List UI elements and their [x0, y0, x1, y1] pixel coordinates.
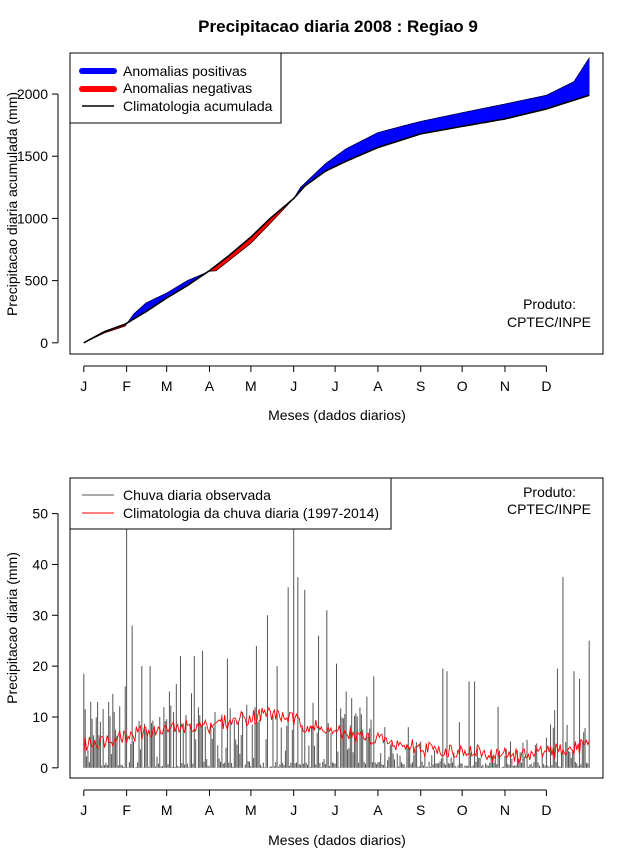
daily-bars: [83, 528, 590, 768]
daily-x-tick-label: A: [205, 802, 215, 818]
acc-y-tick-label: 2000: [17, 86, 48, 102]
daily-y-axis: 0 10 20 30 40 50: [32, 506, 59, 776]
acc-x-tick-label: M: [245, 378, 257, 394]
acc-product-org: CPTEC/INPE: [507, 314, 591, 330]
daily-x-tick-label: D: [541, 802, 551, 818]
acc-y-axis: 0 500 1000 1500 2000: [17, 86, 59, 351]
legend-observed-label: Chuva diaria observada: [123, 487, 271, 503]
acc-observed-outline: [83, 57, 590, 344]
daily-y-tick-label: 20: [32, 658, 48, 674]
acc-x-tick-label: F: [122, 378, 131, 394]
acc-x-axis-label: Meses (dados diarios): [268, 407, 406, 423]
daily-x-tick-label: O: [457, 802, 468, 818]
daily-legend: Chuva diaria observada Climatologia da c…: [69, 477, 392, 530]
daily-y-tick-label: 0: [40, 760, 48, 776]
acc-x-tick-label: S: [416, 378, 425, 394]
acc-y-axis-label: Precipitacao diaria acumulada (mm): [4, 92, 20, 316]
acc-x-tick-label: A: [205, 378, 215, 394]
positive-anomaly-segment: [587, 56, 590, 97]
daily-y-tick-label: 40: [32, 556, 48, 572]
daily-x-tick-label: F: [122, 802, 131, 818]
legend-positive-label: Anomalias positivas: [123, 63, 247, 79]
accumulated-chart: 0 500 1000 1500 2000 J F M A M J J A S O N D Precipitac…: [4, 52, 604, 423]
acc-x-tick-label: J: [332, 378, 339, 394]
acc-x-tick-label: A: [373, 378, 383, 394]
acc-x-tick-label: D: [541, 378, 551, 394]
daily-x-tick-label: J: [290, 802, 297, 818]
daily-y-tick-label: 50: [32, 506, 48, 522]
daily-x-tick-label: M: [245, 802, 257, 818]
acc-x-tick-label: M: [161, 378, 173, 394]
acc-x-tick-label: J: [80, 378, 87, 394]
acc-x-tick-label: N: [500, 378, 510, 394]
acc-plot-frame: [69, 52, 604, 355]
acc-legend: Anomalias positivas Anomalias negativas …: [69, 52, 282, 124]
daily-product-org: CPTEC/INPE: [507, 501, 591, 517]
figure-title: Precipitacao diaria 2008 : Regiao 9: [198, 17, 478, 36]
acc-y-tick-label: 0: [40, 335, 48, 351]
acc-x-tick-label: J: [290, 378, 297, 394]
daily-chart: 0 10 20 30 40 50 J F M A M J J A S O N D Precipitacao di…: [4, 477, 604, 848]
legend-climatology-label: Climatologia acumulada: [123, 98, 273, 114]
daily-y-tick-label: 30: [32, 607, 48, 623]
legend-daily-clim-label: Climatologia da chuva diaria (1997-2014): [123, 505, 379, 521]
acc-y-tick-label: 1500: [17, 148, 48, 164]
acc-y-tick-label: 1000: [17, 210, 48, 226]
acc-y-tick-label: 500: [25, 273, 49, 289]
daily-x-tick-label: J: [332, 802, 339, 818]
daily-x-tick-label: A: [373, 802, 383, 818]
daily-y-axis-label: Precipitacao diaria (mm): [4, 552, 20, 704]
daily-climatology-line: [83, 706, 590, 764]
daily-x-tick-label: N: [500, 802, 510, 818]
legend-negative-label: Anomalias negativas: [123, 80, 252, 96]
acc-climatology-line: [83, 94, 590, 344]
daily-product-label: Produto:: [523, 484, 576, 500]
daily-x-tick-label: S: [416, 802, 425, 818]
acc-product-label: Produto:: [523, 296, 576, 312]
daily-x-tick-label: J: [80, 802, 87, 818]
daily-x-axis-label: Meses (dados diarios): [268, 832, 406, 848]
daily-y-tick-label: 10: [32, 709, 48, 725]
acc-x-tick-label: O: [457, 378, 468, 394]
daily-legend-box: [69, 477, 392, 530]
daily-x-tick-label: M: [161, 802, 173, 818]
acc-anomaly-areas: [83, 56, 590, 344]
